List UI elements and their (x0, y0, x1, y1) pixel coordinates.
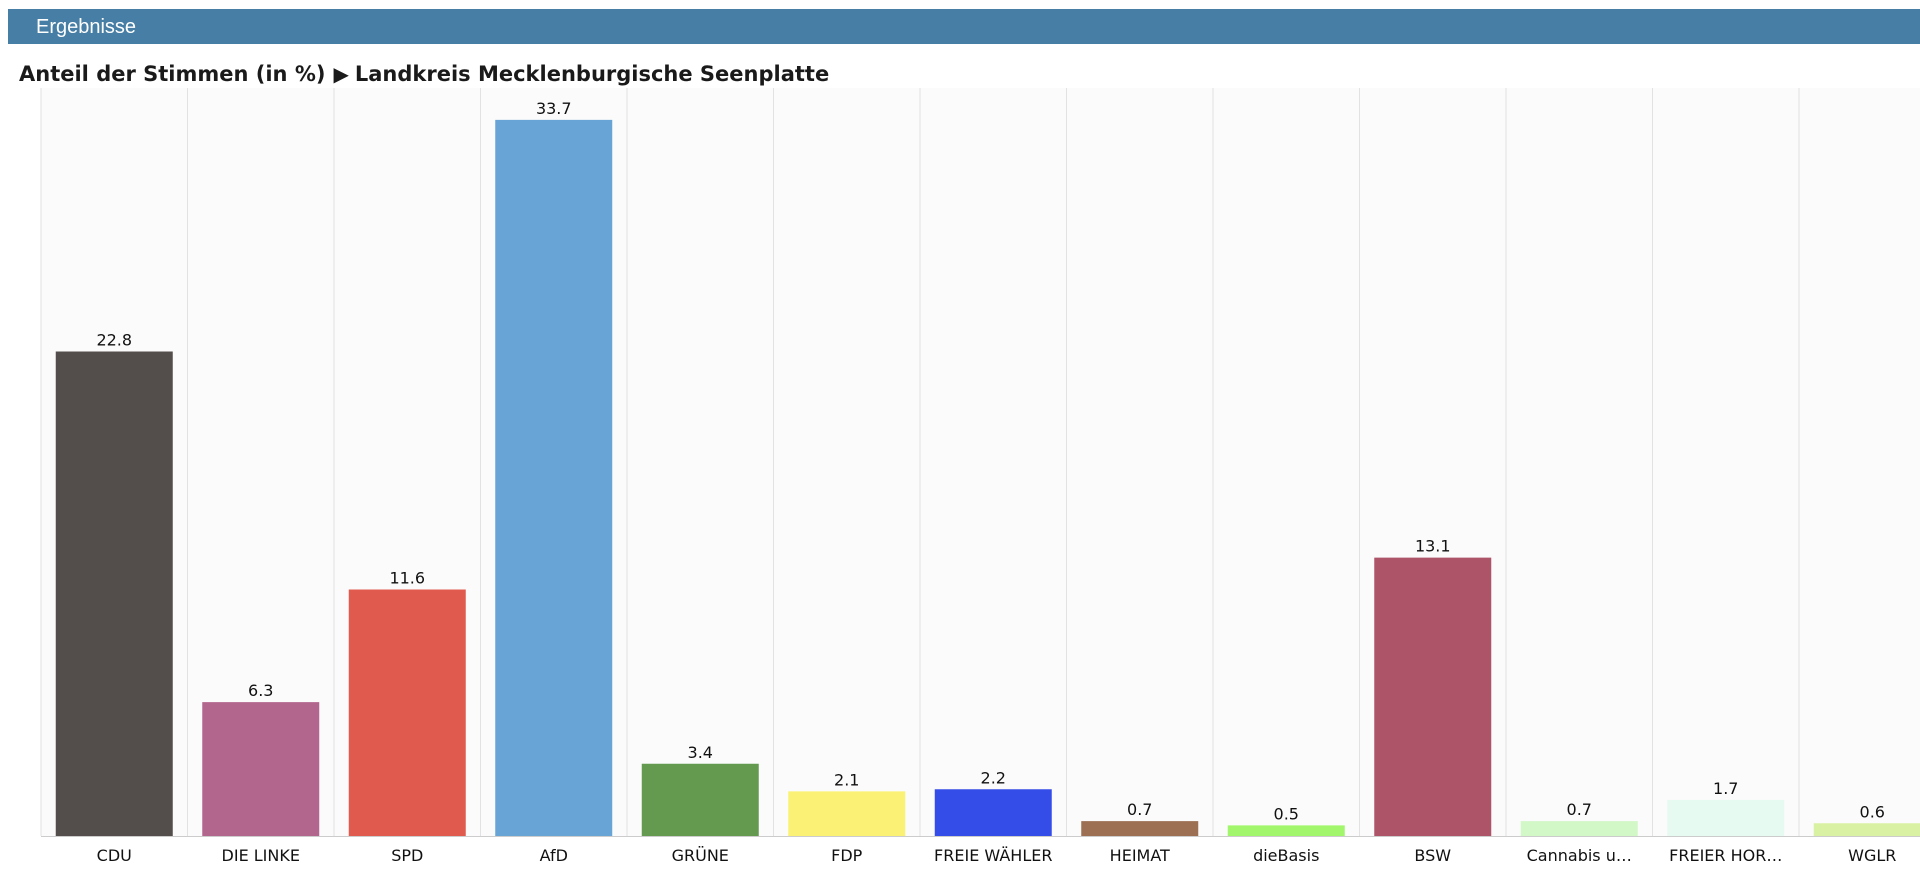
data-label: 6.3 (248, 681, 273, 700)
category-tick-label: FDP (831, 846, 863, 865)
bar-afd[interactable] (495, 119, 613, 836)
column-background (773, 88, 920, 836)
bar-freie-w-hler[interactable] (934, 789, 1052, 836)
column-background (1506, 88, 1653, 836)
bar-gr-ne[interactable] (641, 763, 759, 836)
data-label: 2.2 (981, 768, 1006, 787)
bar-spd[interactable] (348, 589, 466, 837)
data-label: 0.5 (1274, 804, 1299, 823)
category-tick-label: CDU (97, 846, 132, 865)
data-label: 11.6 (389, 569, 425, 588)
results-header-bar: Ergebnisse (8, 9, 1920, 44)
category-tick-label: HEIMAT (1110, 846, 1170, 865)
data-label: 0.6 (1860, 802, 1885, 821)
category-tick-label: Cannabis u… (1527, 846, 1632, 865)
chart-title-metric: Anteil der Stimmen (in %) (19, 62, 326, 86)
category-tick-label: FREIER HOR… (1669, 846, 1782, 865)
data-label: 22.8 (96, 331, 132, 350)
play-arrow-icon: ▶ (333, 62, 349, 86)
bar-heimat[interactable] (1081, 821, 1199, 836)
bar-wglr[interactable] (1813, 823, 1920, 836)
column-background (1213, 88, 1360, 836)
bar-cannabis-u[interactable] (1520, 821, 1638, 836)
data-label: 33.7 (536, 99, 572, 118)
category-tick-label: GRÜNE (672, 846, 729, 865)
category-tick-label: dieBasis (1253, 846, 1319, 865)
column-background (1799, 88, 1920, 836)
category-tick-label: WGLR (1848, 846, 1896, 865)
data-label: 3.4 (688, 743, 713, 762)
data-label: 0.7 (1567, 800, 1592, 819)
bar-bsw[interactable] (1374, 557, 1492, 836)
column-background (1652, 88, 1799, 836)
data-label: 2.1 (834, 770, 859, 789)
category-tick-label: FREIE WÄHLER (934, 846, 1052, 865)
column-background (627, 88, 774, 836)
category-tick-label: AfD (540, 846, 568, 865)
column-background (920, 88, 1067, 836)
results-header-title: Ergebnisse (36, 15, 137, 38)
data-label: 0.7 (1127, 800, 1152, 819)
column-background (1066, 88, 1213, 836)
category-tick-label: DIE LINKE (222, 846, 300, 865)
data-label: 13.1 (1415, 537, 1451, 556)
category-tick-label: BSW (1414, 846, 1451, 865)
bar-die-linke[interactable] (202, 702, 320, 836)
bar-cdu[interactable] (55, 351, 173, 837)
bar-fdp[interactable] (788, 791, 906, 836)
chart-title: Anteil der Stimmen (in %) ▶ Landkreis Meck… (19, 62, 829, 86)
data-label: 1.7 (1713, 779, 1738, 798)
chart-title-region: Landkreis Mecklenburgische Seenplatte (354, 62, 830, 86)
bar-diebasis[interactable] (1227, 825, 1345, 836)
bar-freier-hor[interactable] (1667, 799, 1785, 836)
category-tick-label: SPD (391, 846, 423, 865)
